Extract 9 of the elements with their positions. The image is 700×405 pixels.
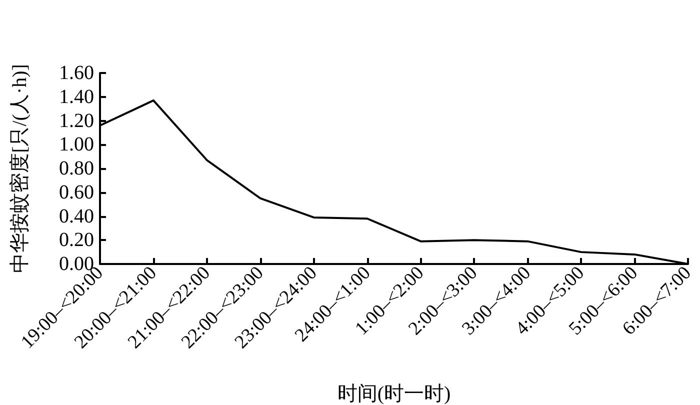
- y-tick-label: 0.60: [59, 181, 94, 204]
- y-tick-label: 1.20: [59, 110, 94, 132]
- y-tick-label: 0.80: [59, 158, 94, 180]
- y-tick-label: 1.00: [59, 134, 94, 156]
- x-axis-title: 时间(时一时): [337, 383, 451, 405]
- y-tick-label: 0.40: [59, 205, 94, 228]
- y-tick-label: 0.20: [59, 229, 94, 252]
- y-tick-label: 1.40: [59, 86, 94, 108]
- y-tick-label: 1.60: [59, 62, 94, 84]
